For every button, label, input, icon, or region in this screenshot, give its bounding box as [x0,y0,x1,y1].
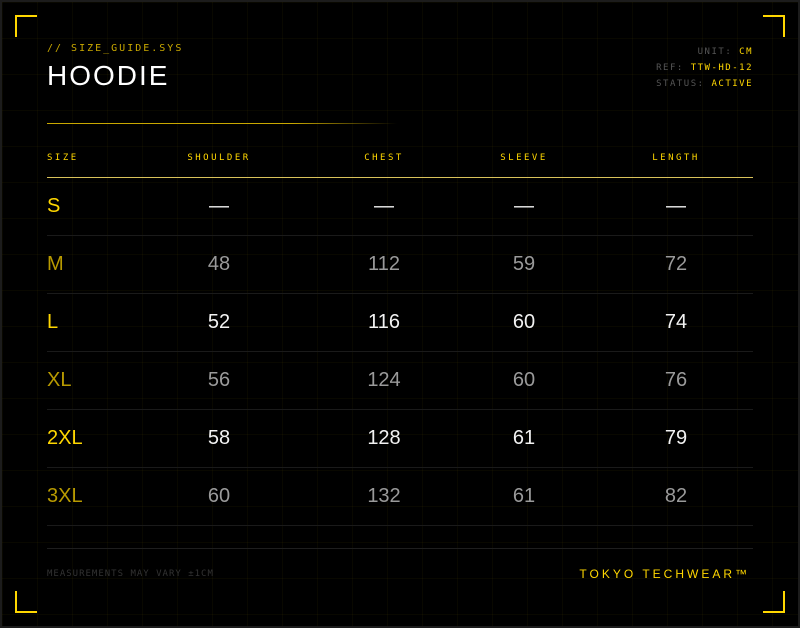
table-header: SIZE SHOULDER CHEST SLEEVE LENGTH [47,140,753,178]
meta-info: UNIT: CM REF: TTW-HD-12 STATUS: ACTIVE [656,44,753,92]
measurement-cell: 76 [664,369,688,391]
size-table: SIZE SHOULDER CHEST SLEEVE LENGTH S — — — — M… [47,140,753,526]
divider [47,123,397,124]
size-cell: XL [47,369,72,391]
measurement-cell: 116 [368,311,400,333]
size-cell: 3XL [47,485,83,507]
system-label: // SIZE_GUIDE.SYS [47,43,184,54]
measurement-cell: 60 [207,485,231,507]
measurement-cell: 82 [664,485,688,507]
table-row: M 48 112 59 72 [47,236,753,294]
table-row: L 52 116 60 74 [47,294,753,352]
column-header: LENGTH [652,153,700,163]
size-cell: S [47,195,61,217]
measurement-cell: — [209,195,229,217]
measurement-cell: 72 [664,253,688,275]
measurement-cell: 58 [207,427,231,449]
column-header: SLEEVE [500,153,548,163]
meta-ref: REF: TTW-HD-12 [656,60,753,76]
table-row: 2XL 58 128 61 79 [47,410,753,468]
size-cell: L [47,311,59,333]
size-cell: M [47,253,64,275]
measurement-cell: 61 [512,427,536,449]
measurement-cell: 48 [207,253,231,275]
corner-bracket-top-left [15,15,37,37]
meta-value: TTW-HD-12 [690,63,753,73]
footer-divider [47,548,753,549]
measurement-cell: — [666,195,686,217]
corner-bracket-top-right [763,15,785,37]
measurement-cell: 79 [664,427,688,449]
measurement-cell: — [374,195,394,217]
table-row: S — — — — [47,178,753,236]
meta-key: STATUS: [656,79,705,89]
brand-label: TOKYO TECHWEAR™ [579,567,750,581]
measurement-cell: 61 [512,485,536,507]
page-title: HOODIE [47,60,170,91]
measurement-cell: 56 [207,369,231,391]
column-header: SIZE [47,153,79,163]
column-header: CHEST [364,153,404,163]
measurement-cell: — [514,195,534,217]
corner-bracket-bottom-left [15,591,37,613]
meta-status: STATUS: ACTIVE [656,76,753,92]
measurement-cell: 52 [207,311,231,333]
measurement-cell: 112 [368,253,400,275]
measurement-cell: 59 [512,253,536,275]
meta-key: UNIT: [697,47,733,57]
column-header: SHOULDER [187,153,251,163]
measurement-cell: 132 [367,485,401,507]
meta-key: REF: [656,63,684,73]
measurement-cell: 124 [367,369,401,391]
table-row: XL 56 124 60 76 [47,352,753,410]
measurement-cell: 128 [367,427,401,449]
meta-unit: UNIT: CM [656,44,753,60]
measurement-cell: 60 [512,369,536,391]
measurement-note: MEASUREMENTS MAY VARY ±1CM [47,569,214,579]
size-cell: 2XL [47,427,83,449]
table-row: 3XL 60 132 61 82 [47,468,753,526]
meta-value: CM [739,47,753,57]
meta-value: ACTIVE [711,79,753,89]
measurement-cell: 74 [664,311,688,333]
measurement-cell: 60 [512,311,536,333]
corner-bracket-bottom-right [763,591,785,613]
